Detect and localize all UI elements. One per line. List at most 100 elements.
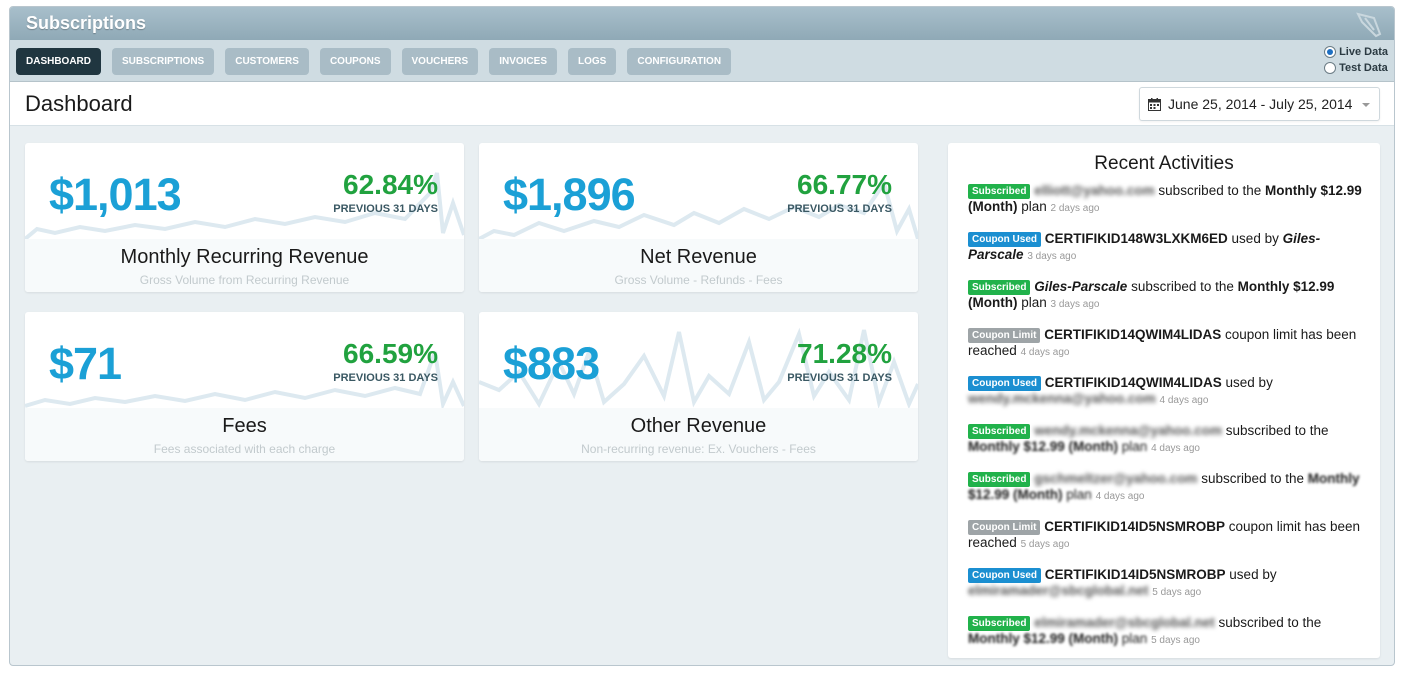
page-title: Dashboard	[25, 91, 133, 116]
coupon-code: CERTIFIKID14ID5NSMROBP	[1044, 519, 1225, 534]
activity-item: Subscribed elmiramader@sbcglobal.net sub…	[968, 615, 1322, 646]
activity-item: Subscribed gschmeltzer@yahoo.com subscri…	[968, 471, 1360, 502]
activity-item: Coupon Limit CERTIFIKID14ID5NSMROBP coup…	[968, 519, 1361, 550]
main-nav: DASHBOARD SUBSCRIPTIONS CUSTOMERS COUPON…	[10, 40, 1394, 82]
calendar-icon	[1148, 97, 1161, 111]
activity-item: Subscribed Giles-Parscale subscribed to …	[968, 279, 1335, 310]
metric-title: Fees	[222, 415, 267, 437]
plan-name: Monthly $12.99 (Month)	[968, 183, 1362, 214]
metric-description: Gross Volume from Recurring Revenue	[139, 273, 350, 287]
recent-activities-title: Recent Activities	[1094, 153, 1234, 174]
sparkline-background	[25, 351, 464, 411]
coupon-code: CERTIFIKID14ID5NSMROBP	[1044, 567, 1226, 582]
metric-change-percent: 71.28%	[797, 338, 892, 369]
metric-title: Other Revenue	[630, 415, 767, 437]
status-badge: Subscribed	[968, 280, 1031, 295]
status-badge: Coupon Used	[968, 568, 1041, 583]
chevron-down-icon	[1362, 103, 1370, 107]
status-badge: Coupon Limit	[968, 520, 1041, 535]
metric-period-label: PREVIOUS 31 DAYS	[333, 203, 438, 215]
status-badge: Subscribed	[968, 472, 1031, 487]
coupon-code: CERTIFIKID14QWIM4LIDAS	[1044, 327, 1222, 342]
activity-item: Coupon Used CERTIFIKID148W3LXKM6ED used …	[968, 231, 1321, 262]
app-window: Subscriptions DASHBOARD SUBSCRIPTIONS CU…	[9, 6, 1395, 666]
live-data-radio[interactable]	[1324, 46, 1337, 58]
metric-card-net-revenue: $1,896 66.77% PREVIOUS 31 DAYS Net Reven…	[479, 143, 918, 292]
activity-time: 3 days ago	[1050, 299, 1100, 310]
status-badge: Subscribed	[968, 616, 1031, 631]
customer-email: wendy.mckenna@yahoo.com	[968, 391, 1156, 406]
tab-coupons[interactable]: COUPONS	[319, 48, 391, 75]
tab-vouchers[interactable]: VOUCHERS	[401, 48, 479, 75]
page-header: Dashboard June 25, 2014 - July 25, 2014	[10, 82, 1394, 126]
coupon-code: CERTIFIKID148W3LXKM6ED	[1044, 231, 1228, 246]
metric-card-fees: $71 66.59% PREVIOUS 31 DAYS Fees Fees as…	[25, 312, 464, 461]
tab-dashboard[interactable]: DASHBOARD	[16, 48, 101, 75]
metric-description: Fees associated with each charge	[153, 442, 336, 456]
metric-change-percent: 62.84%	[343, 169, 438, 200]
activity-time: 3 days ago	[1027, 251, 1077, 262]
customer-email: elmiramader@sbcglobal.net	[1034, 615, 1215, 630]
customer-name: Giles-Parscale	[1034, 279, 1128, 294]
metric-amount: $1,013	[49, 169, 182, 220]
test-data-label: Test Data	[1339, 62, 1388, 74]
activity-time: 4 days ago	[1020, 347, 1070, 358]
sparkline-background	[479, 327, 918, 410]
tab-customers[interactable]: CUSTOMERS	[225, 48, 309, 75]
metric-amount: $1,896	[503, 169, 636, 220]
activity-item: Coupon Limit CERTIFIKID14QWIM4LIDAS coup…	[968, 327, 1357, 358]
activity-item: Coupon Used CERTIFIKID14QWIM4LIDAS used …	[968, 375, 1273, 406]
pen-nib-icon	[1356, 12, 1382, 38]
plan-name: Monthly $12.99 (Month)	[968, 279, 1335, 310]
recent-activities-panel: Recent Activities Subscribed elliott@yah…	[948, 143, 1380, 658]
activity-list: Subscribed elliott@yahoo.com subscribed …	[968, 183, 1368, 658]
metric-change-percent: 66.59%	[343, 338, 438, 369]
status-badge: Coupon Used	[968, 376, 1041, 391]
metric-title: Monthly Recurring Revenue	[120, 246, 369, 268]
tab-logs[interactable]: LOGS	[568, 48, 617, 75]
activity-time: 5 days ago	[1020, 539, 1070, 550]
date-range-picker[interactable]: June 25, 2014 - July 25, 2014	[1139, 87, 1380, 121]
test-data-option[interactable]: Test Data	[1324, 60, 1388, 76]
metric-amount: $71	[49, 338, 122, 389]
metric-period-label: PREVIOUS 31 DAYS	[787, 372, 892, 384]
plan-name: Monthly $12.99 (Month)	[968, 631, 1119, 646]
status-badge: Subscribed	[968, 184, 1031, 199]
activity-time: 2 days ago	[1050, 203, 1100, 214]
metric-title: Net Revenue	[640, 246, 757, 268]
app-title: Subscriptions	[26, 13, 147, 33]
metric-description: Non-recurring revenue: Ex. Vouchers - Fe…	[581, 442, 816, 456]
test-data-radio[interactable]	[1324, 62, 1337, 74]
customer-name: Giles-Parscale	[968, 231, 1321, 262]
metric-description: Gross Volume - Refunds - Fees	[614, 273, 783, 287]
metric-card-other-revenue: $883 71.28% PREVIOUS 31 DAYS Other Reven…	[479, 312, 918, 461]
status-badge: Subscribed	[968, 424, 1031, 439]
activity-time: 5 days ago	[1151, 635, 1200, 646]
activity-time: 5 days ago	[1152, 587, 1202, 598]
tab-configuration[interactable]: CONFIGURATION	[627, 48, 732, 75]
live-data-label: Live Data	[1339, 46, 1388, 58]
metric-card-mrr: $1,013 62.84% PREVIOUS 31 DAYS Monthly R…	[25, 143, 464, 292]
activity-item: Coupon Used CERTIFIKID14ID5NSMROBP used …	[968, 567, 1277, 598]
sparkline-background	[25, 172, 464, 241]
activity-time: 4 days ago	[1095, 491, 1145, 502]
title-bar: Subscriptions	[10, 7, 1394, 40]
status-badge: Coupon Used	[968, 232, 1041, 247]
customer-email: elliott@yahoo.com	[1034, 183, 1155, 198]
plan-name: Monthly $12.99 (Month)	[968, 471, 1360, 502]
status-badge: Coupon Limit	[968, 328, 1041, 343]
date-range-text: June 25, 2014 - July 25, 2014	[1168, 96, 1353, 112]
customer-email: gschmeltzer@yahoo.com	[1034, 471, 1198, 486]
metric-change-percent: 66.77%	[797, 169, 892, 200]
customer-email: elmiramader@sbcglobal.net	[968, 583, 1149, 598]
metric-period-label: PREVIOUS 31 DAYS	[333, 372, 438, 384]
coupon-code: CERTIFIKID14QWIM4LIDAS	[1044, 375, 1222, 390]
activity-time: 4 days ago	[1159, 395, 1209, 406]
live-data-option[interactable]: Live Data	[1324, 44, 1388, 60]
tab-subscriptions[interactable]: SUBSCRIPTIONS	[112, 48, 215, 75]
metric-period-label: PREVIOUS 31 DAYS	[787, 203, 892, 215]
data-mode-selector: Live Data Test Data	[1324, 44, 1388, 76]
activity-time: 4 days ago	[1151, 443, 1200, 454]
tab-invoices[interactable]: INVOICES	[489, 48, 557, 75]
plan-name: Monthly $12.99 (Month)	[968, 439, 1119, 454]
